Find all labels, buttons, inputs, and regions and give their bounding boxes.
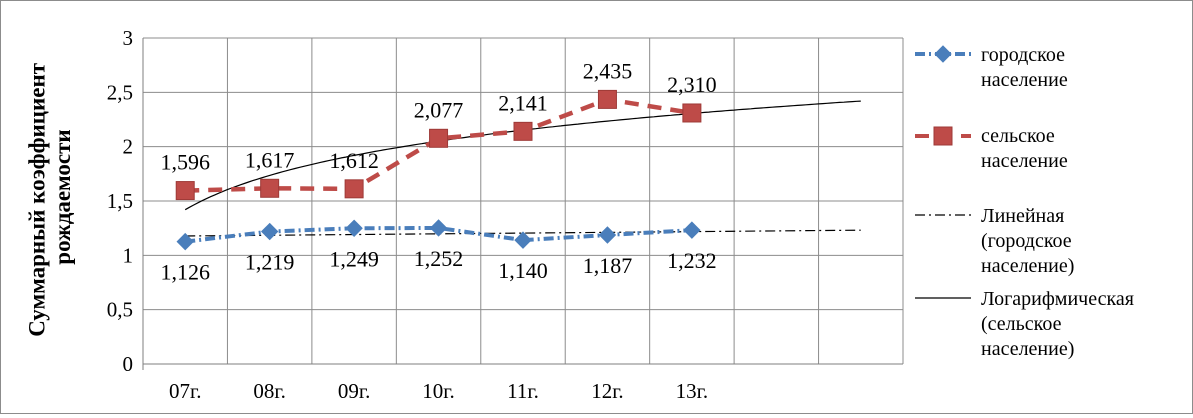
data-label-urban: 1,252	[414, 246, 464, 271]
data-label-rural: 2,077	[414, 97, 464, 122]
y-axis-title-line-2: рождаемости	[50, 129, 75, 264]
data-label-rural: 1,617	[245, 147, 295, 172]
legend-marker-rural	[933, 126, 953, 146]
legend-label-logarithmic: Логарифмическая (сельское население)	[981, 288, 1134, 360]
legend-label-urban-line: население	[981, 69, 1068, 91]
data-label-rural: 1,596	[160, 150, 210, 175]
data-label-urban: 1,232	[667, 248, 717, 273]
legend-label-urban-line: городское	[981, 44, 1065, 66]
data-label-urban: 1,140	[498, 258, 548, 283]
y-tick-label: 2	[123, 135, 134, 159]
data-point-urban	[683, 221, 701, 239]
x-tick-label: 08г.	[253, 379, 286, 403]
data-point-rural	[597, 89, 617, 109]
data-point-rural	[344, 179, 364, 199]
data-label-rural: 2,141	[498, 90, 548, 115]
legend-label-linear-line: Линейная	[981, 205, 1064, 227]
legend-label-logarithmic-line: (сельское	[981, 313, 1062, 335]
legend: городское население сельское население Линей…	[915, 44, 1134, 360]
x-tick-label: 10г.	[422, 379, 455, 403]
trendline-linear	[185, 229, 861, 237]
data-point-urban	[429, 219, 448, 237]
data-labels: 1,126 1,219 1,249 1,252 1,140 1,187 1,232 1,596…	[160, 58, 716, 284]
data-point-urban	[514, 231, 532, 249]
x-tick-label: 12г.	[591, 379, 624, 403]
data-point-urban	[260, 222, 279, 241]
legend-label-linear: Линейная (городское население)	[981, 205, 1074, 277]
data-point-rural	[260, 178, 280, 198]
legend-label-urban: городское население	[981, 44, 1068, 91]
y-axis-title: Суммарный коэффициент рождаемости	[25, 57, 75, 337]
legend-label-logarithmic-line: Логарифмическая	[981, 288, 1134, 310]
x-tick-label: 11г.	[507, 379, 539, 403]
data-point-urban	[598, 226, 617, 244]
y-tick-label: 1,5	[107, 189, 133, 213]
legend-label-rural-line: сельское	[981, 125, 1055, 147]
legend-label-linear-line: (городское	[981, 230, 1072, 252]
data-label-rural: 2,435	[583, 58, 633, 83]
x-tick-label: 09г.	[338, 379, 371, 403]
legend-label-linear-line: население)	[981, 255, 1074, 277]
data-label-urban: 1,187	[583, 253, 633, 278]
x-tick-label: 13г.	[676, 379, 709, 403]
data-label-urban: 1,219	[245, 250, 295, 275]
data-point-rural	[175, 181, 195, 201]
y-tick-label: 0,5	[107, 298, 133, 322]
y-tick-label: 1	[123, 243, 134, 267]
data-label-rural: 1,612	[329, 148, 379, 173]
data-label-urban: 1,126	[160, 260, 210, 285]
legend-label-logarithmic-line: население)	[981, 338, 1074, 360]
axes: 0 0,5 1 1,5 2 2,5 3 07г. 08г. 09г. 10г. 11г. 12г. 13г…	[107, 26, 903, 403]
data-point-rural	[513, 121, 533, 141]
data-point-rural	[682, 103, 702, 123]
y-axis-title-line-1: Суммарный коэффициент	[25, 62, 50, 336]
legend-label-rural: сельское население	[981, 125, 1068, 172]
x-tick-label: 07г.	[169, 379, 202, 403]
data-point-urban	[176, 232, 194, 251]
y-tick-label: 0	[123, 352, 134, 376]
data-point-urban	[345, 219, 363, 237]
data-label-urban: 1,249	[329, 246, 379, 271]
legend-label-rural-line: население	[981, 150, 1068, 172]
y-tick-label: 3	[123, 26, 134, 50]
y-tick-label: 2,5	[107, 80, 133, 104]
grid-lines	[142, 37, 904, 365]
legend-marker-urban	[934, 45, 952, 63]
data-series	[175, 89, 702, 251]
data-label-rural: 2,310	[667, 72, 717, 97]
data-point-rural	[429, 128, 449, 148]
